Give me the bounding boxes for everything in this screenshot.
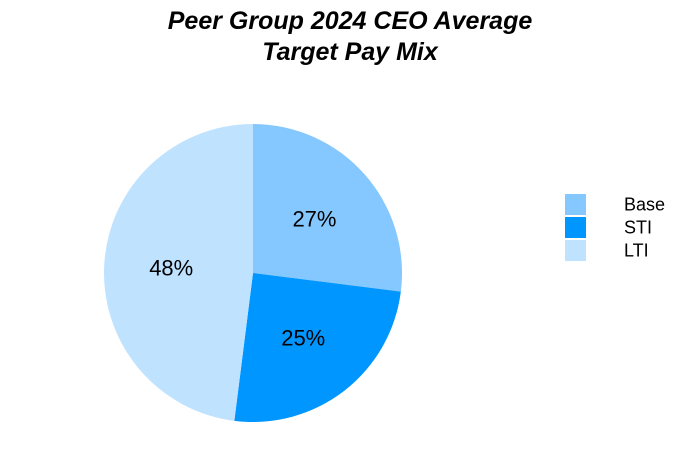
legend-swatch-base: [565, 194, 586, 215]
chart-title: Peer Group 2024 CEO Average Target Pay M…: [0, 6, 700, 68]
pie-data-labels: 27% 25% 48%: [149, 206, 336, 350]
legend-label-sti: STI: [624, 218, 652, 238]
data-label-base: 27%: [292, 206, 336, 231]
legend: Base STI LTI: [565, 194, 665, 261]
pie-slice-lti: [103, 124, 254, 421]
pie-slices: [103, 124, 402, 423]
legend-swatch-sti: [565, 217, 586, 238]
legend-label-base: Base: [624, 195, 665, 215]
legend-swatch-lti: [565, 240, 586, 261]
data-label-sti: 25%: [281, 325, 325, 350]
pie-slice-base: [253, 124, 402, 292]
chart-title-line-2: Target Pay Mix: [262, 38, 438, 66]
chart-title-line-1: Peer Group 2024 CEO Average: [167, 7, 533, 35]
data-label-lti: 48%: [149, 255, 193, 280]
pie-slice-sti: [234, 273, 401, 423]
legend-label-lti: LTI: [624, 241, 649, 261]
